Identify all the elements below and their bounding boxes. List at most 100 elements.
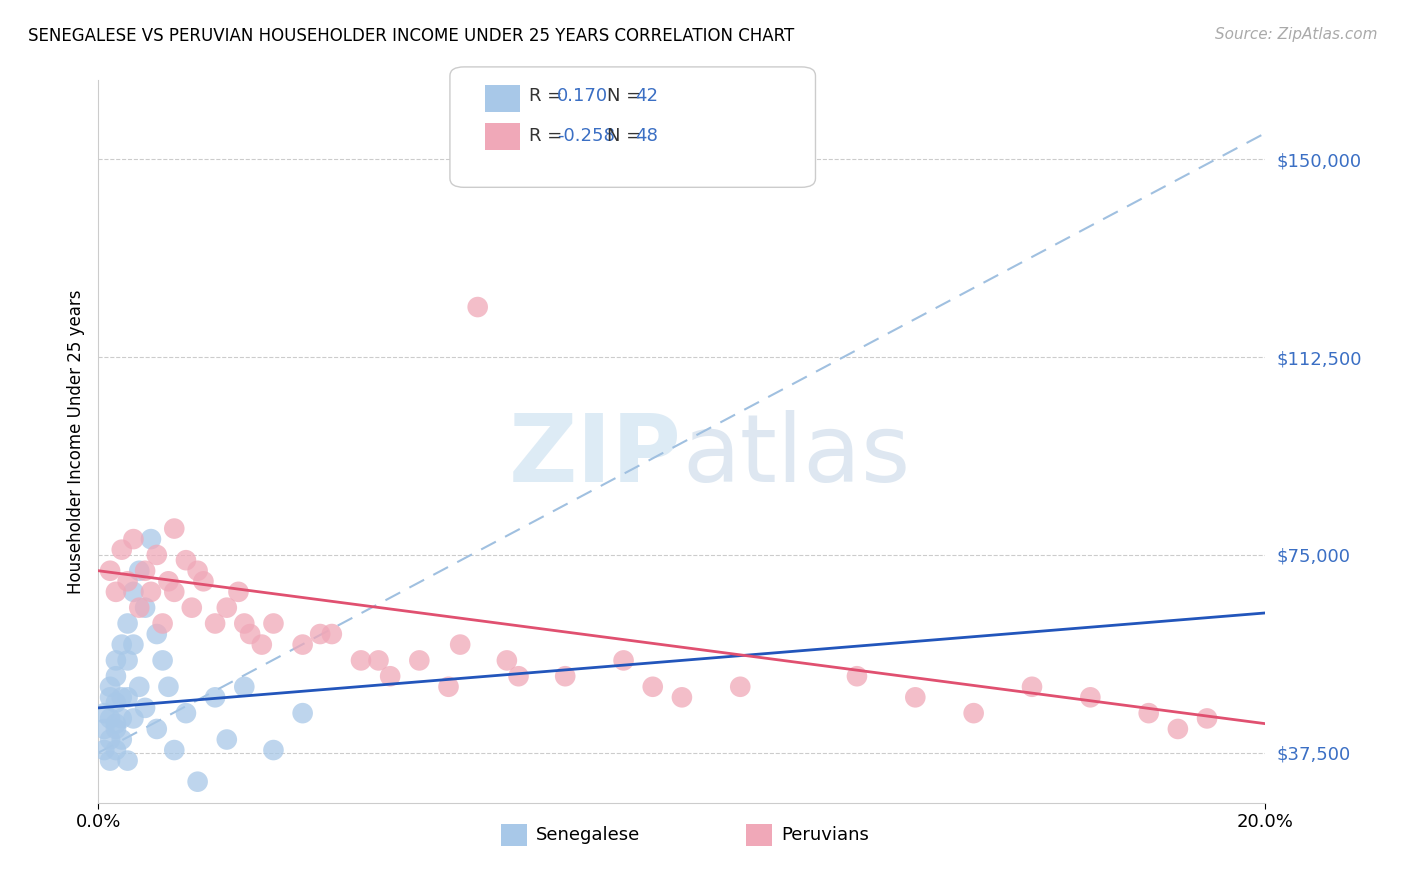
Point [139, 532, 162, 546]
Text: 48: 48 [636, 127, 658, 145]
Point [111, 542, 134, 557]
Point [122, 585, 145, 599]
Point [730, 680, 752, 694]
Point [262, 743, 284, 757]
Text: SENEGALESE VS PERUVIAN HOUSEHOLDER INCOME UNDER 25 YEARS CORRELATION CHART: SENEGALESE VS PERUVIAN HOUSEHOLDER INCOM… [28, 27, 794, 45]
Point [1021, 680, 1043, 694]
Point [1137, 706, 1160, 720]
Point [98, 754, 121, 768]
Point [309, 627, 332, 641]
Point [111, 711, 134, 725]
Point [93, 743, 115, 757]
Point [134, 600, 156, 615]
Point [321, 627, 343, 641]
Text: N =: N = [607, 87, 647, 105]
Point [122, 638, 145, 652]
Bar [747, 824, 772, 847]
Point [146, 548, 169, 562]
Point [671, 690, 693, 705]
Point [904, 690, 927, 705]
Point [104, 585, 127, 599]
Point [215, 600, 238, 615]
Point [962, 706, 984, 720]
Point [146, 722, 169, 736]
Point [98, 711, 121, 725]
Point [152, 653, 174, 667]
Point [117, 653, 139, 667]
Point [437, 680, 460, 694]
Point [111, 638, 134, 652]
Point [157, 574, 180, 589]
Point [117, 616, 139, 631]
Text: R =: R = [529, 127, 568, 145]
Text: N =: N = [607, 127, 647, 145]
Point [139, 585, 162, 599]
Point [380, 669, 402, 683]
Text: -0.258: -0.258 [557, 127, 614, 145]
Point [104, 716, 127, 731]
Point [1167, 722, 1189, 736]
Point [250, 638, 273, 652]
Point [262, 616, 284, 631]
Text: Peruvians: Peruvians [782, 826, 869, 845]
Point [233, 680, 256, 694]
Y-axis label: Householder Income Under 25 years: Householder Income Under 25 years [66, 289, 84, 594]
Point [128, 680, 150, 694]
Point [163, 743, 186, 757]
Point [128, 600, 150, 615]
Point [204, 690, 226, 705]
Point [187, 774, 209, 789]
Point [467, 300, 489, 314]
Text: Source: ZipAtlas.com: Source: ZipAtlas.com [1215, 27, 1378, 42]
Point [163, 585, 186, 599]
Point [122, 711, 145, 725]
Point [111, 732, 134, 747]
Point [187, 564, 209, 578]
Point [846, 669, 869, 683]
Point [233, 616, 256, 631]
Point [104, 743, 127, 757]
Point [98, 564, 121, 578]
Point [215, 732, 238, 747]
Point [117, 754, 139, 768]
Point [1080, 690, 1102, 705]
Point [93, 722, 115, 736]
Point [174, 553, 197, 567]
Point [449, 638, 471, 652]
Point [122, 532, 145, 546]
Point [174, 706, 197, 720]
Text: atlas: atlas [682, 410, 910, 502]
Point [239, 627, 262, 641]
Text: Senegalese: Senegalese [536, 826, 640, 845]
Point [134, 564, 156, 578]
Point [508, 669, 530, 683]
Point [98, 680, 121, 694]
Point [111, 690, 134, 705]
Text: ZIP: ZIP [509, 410, 682, 502]
Point [291, 638, 314, 652]
Point [146, 627, 169, 641]
Point [554, 669, 576, 683]
Point [180, 600, 202, 615]
Text: 42: 42 [636, 87, 658, 105]
Point [157, 680, 180, 694]
Point [193, 574, 215, 589]
Text: R =: R = [529, 87, 568, 105]
Point [117, 690, 139, 705]
Point [163, 522, 186, 536]
Point [128, 564, 150, 578]
Bar [501, 824, 527, 847]
Point [228, 585, 250, 599]
Point [350, 653, 373, 667]
Point [291, 706, 314, 720]
Point [104, 653, 127, 667]
Text: 0.170: 0.170 [557, 87, 607, 105]
Point [104, 669, 127, 683]
Point [104, 696, 127, 710]
Point [204, 616, 226, 631]
Point [408, 653, 430, 667]
Point [641, 680, 664, 694]
Point [98, 690, 121, 705]
Point [496, 653, 519, 667]
Point [367, 653, 389, 667]
